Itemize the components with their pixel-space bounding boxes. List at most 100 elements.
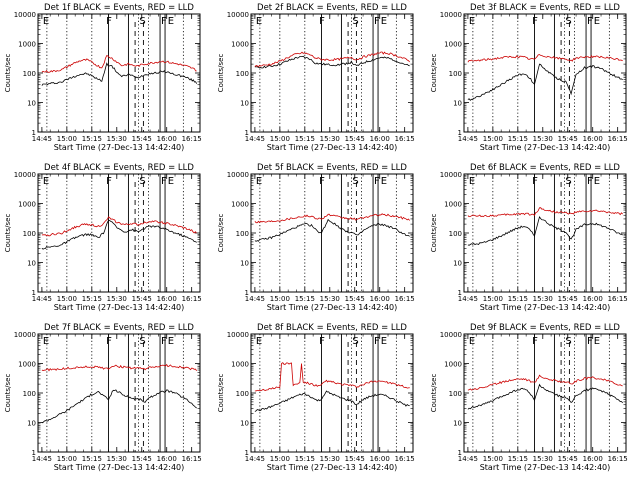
- x-tick-label: 14:45: [32, 135, 52, 143]
- y-tick-label: 100: [236, 390, 249, 398]
- lld-series-line: [254, 362, 410, 392]
- x-axis-label: Start Time (27-Dec-13 14:42:40): [54, 303, 185, 312]
- x-tick-label: 15:15: [508, 135, 528, 143]
- x-tick-label: 15:00: [57, 455, 77, 463]
- y-axis-label: Counts/sec: [217, 214, 225, 253]
- events-series-line: [467, 63, 623, 101]
- y-axis-label: Counts/sec: [430, 374, 438, 413]
- event-marker-label: F: [532, 336, 538, 347]
- x-tick-label: 15:30: [107, 455, 127, 463]
- y-tick-label: 1000: [18, 361, 36, 369]
- panel-det-2: Det 2f BLACK = Events, RED = LLD Counts/s…: [217, 3, 415, 152]
- y-axis-label: Counts/sec: [430, 214, 438, 253]
- x-tick-label: 16:00: [370, 135, 390, 143]
- x-tick-label: 14:45: [245, 455, 265, 463]
- x-tick-label: 16:00: [583, 295, 603, 303]
- panel-det-7: Det 7f BLACK = Events, RED = LLD Counts/s…: [4, 323, 202, 472]
- event-marker-label: E: [381, 176, 387, 187]
- x-tick-label: 15:00: [270, 455, 290, 463]
- plot-frame: [463, 13, 627, 133]
- y-axis-label: Counts/sec: [217, 54, 225, 93]
- x-tick-label: 15:00: [57, 135, 77, 143]
- y-tick-label: 1000: [444, 361, 462, 369]
- panel-det-1: Det 1f BLACK = Events, RED = LLD Counts/s…: [4, 3, 202, 152]
- x-tick-label: 15:45: [558, 135, 578, 143]
- x-tick-label: 15:15: [295, 135, 315, 143]
- plot-frame: [37, 173, 201, 293]
- event-marker-label: E: [381, 336, 387, 347]
- y-tick-label: 10000: [14, 331, 36, 339]
- event-marker-label: E: [168, 336, 174, 347]
- y-tick-label: 1: [32, 289, 36, 297]
- x-tick-label: 14:45: [458, 135, 478, 143]
- lld-series-line: [254, 213, 411, 224]
- x-tick-label: 16:00: [583, 135, 603, 143]
- x-tick-label: 15:15: [295, 455, 315, 463]
- events-series-line: [467, 215, 623, 246]
- panel-title: Det 1f BLACK = Events, RED = LLD: [44, 3, 194, 13]
- panel-det-8: Det 8f BLACK = Events, RED = LLD Counts/s…: [217, 323, 415, 472]
- events-series-line: [254, 390, 410, 412]
- event-marker-label: S: [565, 16, 571, 27]
- y-tick-label: 100: [23, 70, 36, 78]
- panel-title: Det 8f BLACK = Events, RED = LLD: [257, 323, 407, 333]
- event-marker-label: E: [256, 16, 262, 27]
- lld-series-line: [41, 363, 198, 372]
- y-tick-label: 10: [453, 420, 462, 428]
- panel-title: Det 7f BLACK = Events, RED = LLD: [44, 323, 194, 333]
- x-axis-label: Start Time (27-Dec-13 14:42:40): [54, 463, 185, 472]
- x-tick-label: 15:30: [320, 295, 340, 303]
- x-tick-label: 15:00: [270, 135, 290, 143]
- x-tick-label: 16:00: [370, 295, 390, 303]
- x-tick-label: 14:45: [245, 135, 265, 143]
- y-tick-label: 10: [27, 420, 36, 428]
- x-tick-label: 15:45: [558, 455, 578, 463]
- y-axis-label: Counts/sec: [4, 54, 12, 93]
- plot-frame: [250, 333, 414, 453]
- x-tick-label: 15:45: [132, 295, 152, 303]
- x-axis-label: Start Time (27-Dec-13 14:42:40): [480, 143, 611, 152]
- panel-title: Det 9f BLACK = Events, RED = LLD: [470, 323, 620, 333]
- y-tick-label: 10000: [440, 331, 462, 339]
- y-tick-label: 1: [458, 129, 462, 137]
- event-marker-label: S: [352, 16, 358, 27]
- x-tick-label: 15:15: [82, 295, 102, 303]
- y-tick-label: 1: [32, 449, 36, 457]
- y-tick-label: 1: [458, 289, 462, 297]
- event-marker-label: S: [352, 336, 358, 347]
- event-marker-label: F: [532, 16, 538, 27]
- x-tick-label: 15:15: [295, 295, 315, 303]
- event-marker-label: F: [161, 336, 167, 347]
- x-tick-label: 15:45: [132, 455, 152, 463]
- event-marker-label: F: [374, 16, 380, 27]
- event-marker-label: E: [469, 176, 475, 187]
- x-tick-label: 15:00: [483, 455, 503, 463]
- y-tick-label: 1: [458, 449, 462, 457]
- x-tick-label: 16:15: [395, 455, 415, 463]
- y-tick-label: 10000: [440, 171, 462, 179]
- lld-series-line: [41, 216, 197, 237]
- event-marker-label: E: [43, 176, 49, 187]
- y-tick-label: 10000: [227, 331, 249, 339]
- x-tick-label: 15:00: [270, 295, 290, 303]
- x-tick-label: 15:45: [345, 295, 365, 303]
- plot-frame: [37, 13, 201, 133]
- x-tick-label: 15:30: [107, 135, 127, 143]
- event-marker-label: F: [161, 16, 167, 27]
- y-tick-label: 10000: [14, 11, 36, 19]
- plot-frame: [37, 333, 201, 453]
- x-tick-label: 15:30: [320, 455, 340, 463]
- x-tick-label: 15:00: [483, 135, 503, 143]
- y-tick-label: 10: [27, 260, 36, 268]
- event-marker-label: S: [139, 16, 145, 27]
- event-marker-label: F: [587, 336, 593, 347]
- y-tick-label: 10: [27, 100, 36, 108]
- x-axis-label: Start Time (27-Dec-13 14:42:40): [267, 463, 398, 472]
- panel-det-9: Det 9f BLACK = Events, RED = LLD Counts/s…: [430, 323, 628, 472]
- y-tick-label: 10000: [227, 11, 249, 19]
- x-tick-label: 15:30: [533, 295, 553, 303]
- event-marker-label: S: [565, 336, 571, 347]
- y-tick-label: 1: [245, 449, 249, 457]
- event-marker-label: E: [43, 16, 49, 27]
